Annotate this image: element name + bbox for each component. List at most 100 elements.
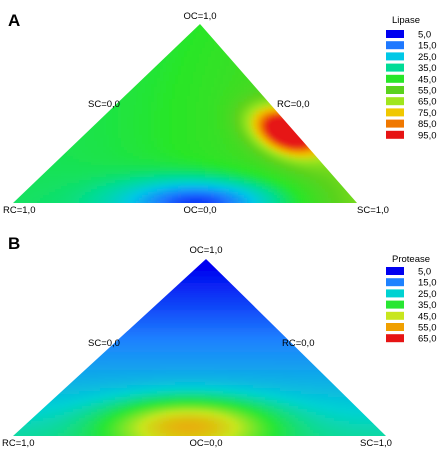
surface-cell: [289, 123, 293, 127]
surface-cell: [37, 168, 41, 172]
surface-cell: [268, 192, 272, 196]
surface-cell: [46, 159, 50, 163]
surface-cell: [220, 69, 224, 73]
surface-cell: [193, 283, 197, 287]
surface-cell: [202, 102, 206, 106]
surface-cell: [238, 325, 242, 329]
surface-cell: [109, 141, 113, 145]
surface-cell: [205, 78, 209, 82]
surface-cell: [265, 186, 269, 190]
surface-cell: [163, 319, 167, 323]
surface-cell: [88, 177, 92, 181]
surface-cell: [130, 114, 134, 118]
surface-cell: [295, 129, 299, 133]
surface-cell: [238, 286, 242, 290]
surface-cell: [136, 144, 140, 148]
surface-cell: [247, 328, 251, 332]
surface-cell: [133, 204, 137, 208]
surface-cell: [193, 322, 197, 326]
surface-cell: [211, 310, 215, 314]
surface-cell: [163, 159, 167, 163]
surface-cell: [286, 168, 290, 172]
surface-cell: [226, 102, 230, 106]
surface-cell: [190, 298, 194, 302]
surface-cell: [190, 262, 194, 266]
surface-cell: [160, 75, 164, 79]
surface-cell: [220, 102, 224, 106]
surface-cell: [238, 108, 242, 112]
surface-cell: [286, 123, 290, 127]
surface-cell: [163, 292, 167, 296]
surface-cell: [250, 72, 254, 76]
surface-cell: [64, 198, 68, 202]
surface-cell: [178, 132, 182, 136]
surface-cell: [214, 126, 218, 130]
surface-cell: [238, 204, 242, 208]
surface-cell: [124, 84, 128, 88]
surface-cell: [127, 138, 131, 142]
surface-cell: [229, 298, 233, 302]
surface-cell: [247, 319, 251, 323]
surface-cell: [181, 60, 185, 64]
surface-cell: [319, 165, 323, 169]
surface-cell: [184, 301, 188, 305]
surface-cell: [163, 129, 167, 133]
surface-cell: [208, 295, 212, 299]
surface-cell: [139, 126, 143, 130]
surface-cell: [283, 162, 287, 166]
surface-cell: [196, 117, 200, 121]
surface-cell: [247, 177, 251, 181]
surface-cell: [196, 90, 200, 94]
surface-cell: [298, 165, 302, 169]
surface-cell: [208, 123, 212, 127]
surface-cell: [247, 84, 251, 88]
surface-cell: [301, 174, 305, 178]
surface-cell: [157, 75, 161, 79]
surface-cell: [193, 298, 197, 302]
surface-cell: [241, 105, 245, 109]
surface-cell: [214, 304, 218, 308]
surface-cell: [217, 274, 221, 278]
surface-cell: [73, 192, 77, 196]
surface-cell: [289, 150, 293, 154]
surface-cell: [136, 141, 140, 145]
surface-cell: [229, 96, 233, 100]
surface-cell: [136, 168, 140, 172]
surface-cell: [208, 310, 212, 314]
surface-cell: [223, 126, 227, 130]
surface-cell: [241, 283, 245, 287]
surface-cell: [187, 78, 191, 82]
surface-cell: [160, 132, 164, 136]
surface-cell: [184, 171, 188, 175]
surface-cell: [157, 337, 161, 341]
surface-cell: [292, 156, 296, 160]
surface-cell: [289, 114, 293, 118]
surface-cell: [223, 78, 227, 82]
surface-cell: [118, 195, 122, 199]
surface-cell: [145, 325, 149, 329]
surface-cell: [214, 69, 218, 73]
surface-cell: [175, 93, 179, 97]
surface-cell: [199, 90, 203, 94]
surface-cell: [271, 195, 275, 199]
surface-cell: [157, 322, 161, 326]
surface-cell: [133, 168, 137, 172]
surface-cell: [202, 33, 206, 37]
surface-cell: [208, 153, 212, 157]
surface-cell: [190, 292, 194, 296]
surface-cell: [151, 69, 155, 73]
surface-cell: [46, 177, 50, 181]
surface-cell: [292, 141, 296, 145]
surface-cell: [85, 141, 89, 145]
surface-cell: [259, 120, 263, 124]
surface-cell: [157, 201, 161, 203]
surface-cell: [190, 138, 194, 142]
surface-cell: [178, 180, 182, 184]
surface-cell: [82, 138, 86, 142]
surface-cell: [253, 126, 257, 130]
surface-cell: [187, 108, 191, 112]
surface-cell: [268, 183, 272, 187]
surface-cell: [199, 295, 203, 299]
surface-cell: [196, 307, 200, 311]
surface-cell: [142, 120, 146, 124]
